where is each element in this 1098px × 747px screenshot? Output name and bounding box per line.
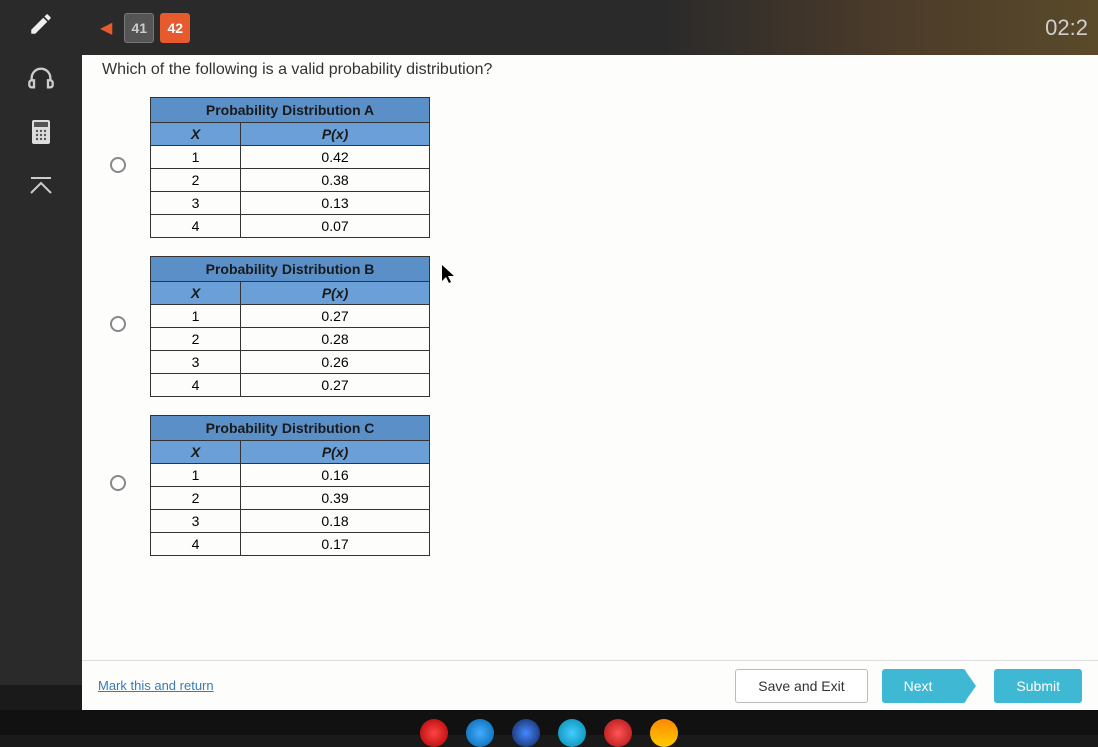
cell-x: 2 xyxy=(151,328,241,351)
cell-x: 3 xyxy=(151,510,241,533)
table-title: Probability Distribution A xyxy=(151,98,430,123)
timer-display: 02:2 xyxy=(1045,15,1088,41)
cell-x: 1 xyxy=(151,464,241,487)
os-taskbar xyxy=(0,710,1098,735)
dock-app-icon[interactable] xyxy=(558,719,586,747)
distribution-table-b: Probability Distribution B X P(x) 10.27 … xyxy=(150,256,430,397)
option-b: Probability Distribution B X P(x) 10.27 … xyxy=(110,256,1078,397)
dock-app-icon[interactable] xyxy=(512,719,540,747)
dock-app-icon[interactable] xyxy=(650,719,678,747)
col-px: P(x) xyxy=(241,123,430,146)
content-area: Which of the following is a valid probab… xyxy=(82,55,1098,665)
cell-x: 2 xyxy=(151,487,241,510)
dock-app-icon[interactable] xyxy=(604,719,632,747)
col-x: X xyxy=(151,123,241,146)
cell-px: 0.18 xyxy=(241,510,430,533)
dock-app-icon[interactable] xyxy=(466,719,494,747)
radio-c[interactable] xyxy=(110,475,126,491)
prev-arrow-icon[interactable]: ◀ xyxy=(100,18,112,38)
cell-x: 2 xyxy=(151,169,241,192)
distribution-table-a: Probability Distribution A X P(x) 10.42 … xyxy=(150,97,430,238)
table-title: Probability Distribution B xyxy=(151,257,430,282)
option-c: Probability Distribution C X P(x) 10.16 … xyxy=(110,415,1078,556)
top-bar: ◀ 41 42 02:2 xyxy=(0,0,1098,55)
col-px: P(x) xyxy=(241,282,430,305)
col-px: P(x) xyxy=(241,441,430,464)
distribution-table-c: Probability Distribution C X P(x) 10.16 … xyxy=(150,415,430,556)
cell-x: 4 xyxy=(151,533,241,556)
radio-b[interactable] xyxy=(110,316,126,332)
cell-px: 0.27 xyxy=(241,305,430,328)
submit-button[interactable]: Submit xyxy=(994,669,1082,703)
cell-px: 0.42 xyxy=(241,146,430,169)
cell-x: 4 xyxy=(151,215,241,238)
radio-a[interactable] xyxy=(110,157,126,173)
answer-options: Probability Distribution A X P(x) 10.42 … xyxy=(102,97,1078,556)
table-title: Probability Distribution C xyxy=(151,416,430,441)
cell-x: 4 xyxy=(151,374,241,397)
cell-px: 0.13 xyxy=(241,192,430,215)
col-x: X xyxy=(151,282,241,305)
cell-px: 0.27 xyxy=(241,374,430,397)
question-text: Which of the following is a valid probab… xyxy=(102,61,1078,79)
col-x: X xyxy=(151,441,241,464)
bottom-action-bar: Mark this and return Save and Exit Next … xyxy=(82,660,1098,710)
cell-px: 0.17 xyxy=(241,533,430,556)
cell-x: 1 xyxy=(151,146,241,169)
cell-px: 0.28 xyxy=(241,328,430,351)
pencil-icon[interactable] xyxy=(25,8,57,40)
dock-app-icon[interactable] xyxy=(420,719,448,747)
cell-x: 1 xyxy=(151,305,241,328)
left-tool-rail xyxy=(0,0,82,685)
option-a: Probability Distribution A X P(x) 10.42 … xyxy=(110,97,1078,238)
dock xyxy=(420,719,678,747)
cell-px: 0.26 xyxy=(241,351,430,374)
cell-x: 3 xyxy=(151,351,241,374)
save-exit-button[interactable]: Save and Exit xyxy=(735,669,867,703)
next-button[interactable]: Next xyxy=(882,669,967,703)
cell-px: 0.38 xyxy=(241,169,430,192)
cell-px: 0.39 xyxy=(241,487,430,510)
cell-px: 0.16 xyxy=(241,464,430,487)
mark-return-link[interactable]: Mark this and return xyxy=(98,678,214,693)
page-number-prev[interactable]: 41 xyxy=(124,13,154,43)
calculator-icon[interactable] xyxy=(25,116,57,148)
headphones-icon[interactable] xyxy=(25,62,57,94)
cell-x: 3 xyxy=(151,192,241,215)
cell-px: 0.07 xyxy=(241,215,430,238)
page-number-current[interactable]: 42 xyxy=(160,13,190,43)
collapse-up-icon[interactable] xyxy=(25,170,57,202)
